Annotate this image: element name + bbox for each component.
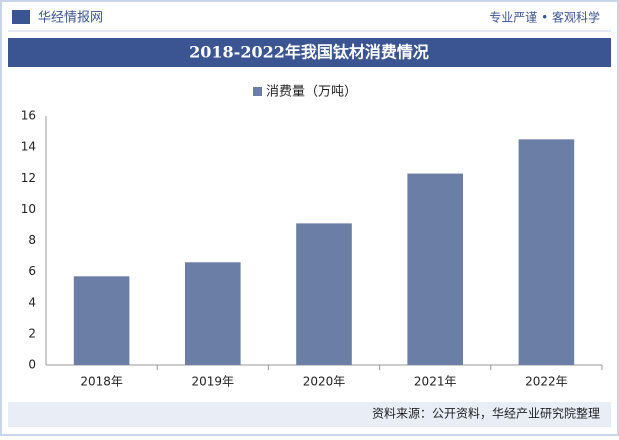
- x-tick-label: 2019年: [192, 375, 235, 389]
- bar: [185, 262, 241, 365]
- y-tick-label: 6: [28, 264, 36, 278]
- brand: 华经情报网: [38, 11, 103, 26]
- y-tick-label: 14: [21, 140, 36, 154]
- source-bar: [8, 402, 611, 427]
- legend-swatch: [253, 87, 262, 96]
- bar: [407, 173, 463, 365]
- bar: [296, 223, 352, 365]
- x-tick-label: 2020年: [303, 375, 346, 389]
- chart-title: 2018-2022年我国钛材消费情况: [189, 43, 429, 62]
- y-tick-label: 0: [28, 358, 36, 372]
- logo: [12, 10, 30, 24]
- bar: [73, 276, 130, 365]
- y-tick-label: 12: [21, 171, 36, 185]
- x-tick-label: 2022年: [525, 375, 568, 389]
- y-tick-label: 16: [21, 109, 36, 123]
- y-tick-label: 10: [21, 202, 36, 216]
- source: 资料来源：公开资料，华经产业研究院整理: [372, 406, 600, 421]
- x-tick-label: 2018年: [80, 375, 123, 389]
- y-tick-label: 4: [28, 295, 36, 309]
- y-tick-label: 8: [28, 233, 36, 247]
- legend-label: 消费量（万吨）: [266, 85, 357, 100]
- x-tick-label: 2021年: [414, 375, 457, 389]
- bar: [518, 139, 575, 365]
- tagline: 专业严谨 • 客观科学: [489, 10, 600, 25]
- title-bar: [8, 38, 611, 67]
- y-tick-label: 2: [28, 326, 36, 340]
